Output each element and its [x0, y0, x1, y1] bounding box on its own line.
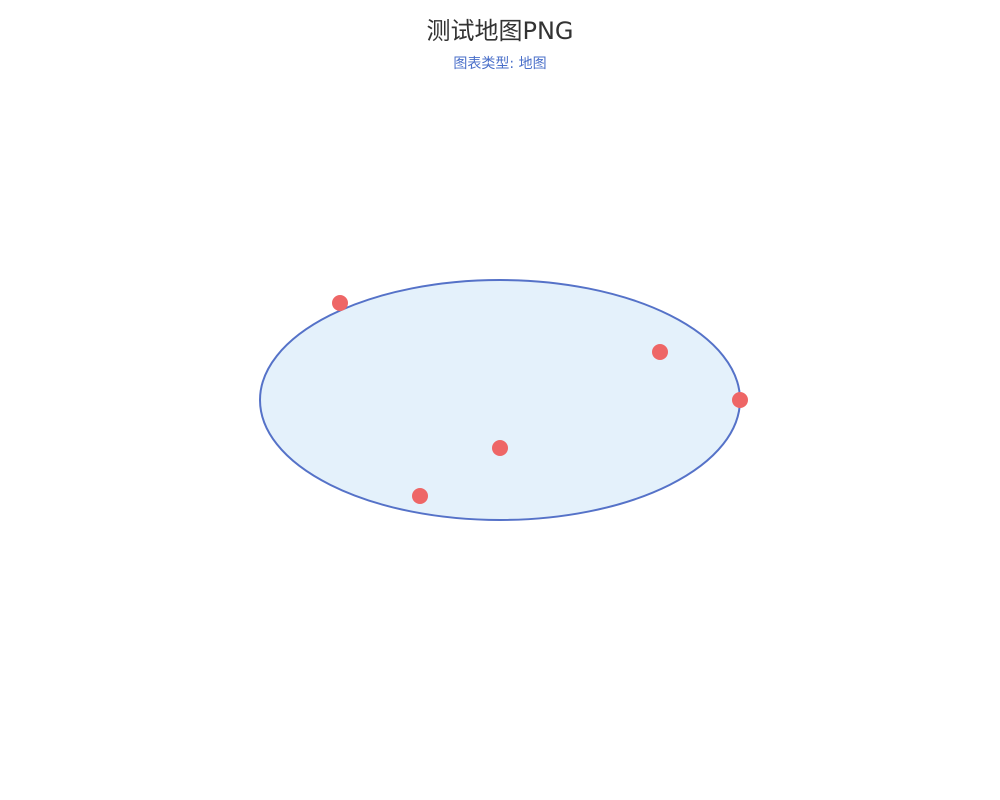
chart-subtitle: 图表类型: 地图 [453, 56, 547, 72]
map-marker-5[interactable] [412, 488, 428, 504]
map-marker-4[interactable] [492, 440, 508, 456]
map-marker-2[interactable] [652, 344, 668, 360]
map-region[interactable] [259, 279, 741, 521]
map-marker-1[interactable] [332, 295, 348, 311]
map-marker-3[interactable] [732, 392, 748, 408]
chart-title: 测试地图PNG [426, 17, 574, 45]
